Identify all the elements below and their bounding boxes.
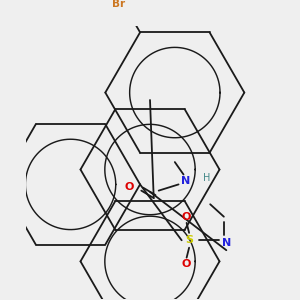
Text: O: O bbox=[182, 212, 191, 222]
Text: O: O bbox=[124, 182, 134, 192]
Text: Br: Br bbox=[112, 0, 125, 9]
Text: N: N bbox=[182, 176, 190, 186]
Text: O: O bbox=[182, 259, 191, 269]
Text: N: N bbox=[222, 238, 231, 248]
Text: S: S bbox=[185, 235, 193, 245]
Text: H: H bbox=[203, 173, 211, 183]
